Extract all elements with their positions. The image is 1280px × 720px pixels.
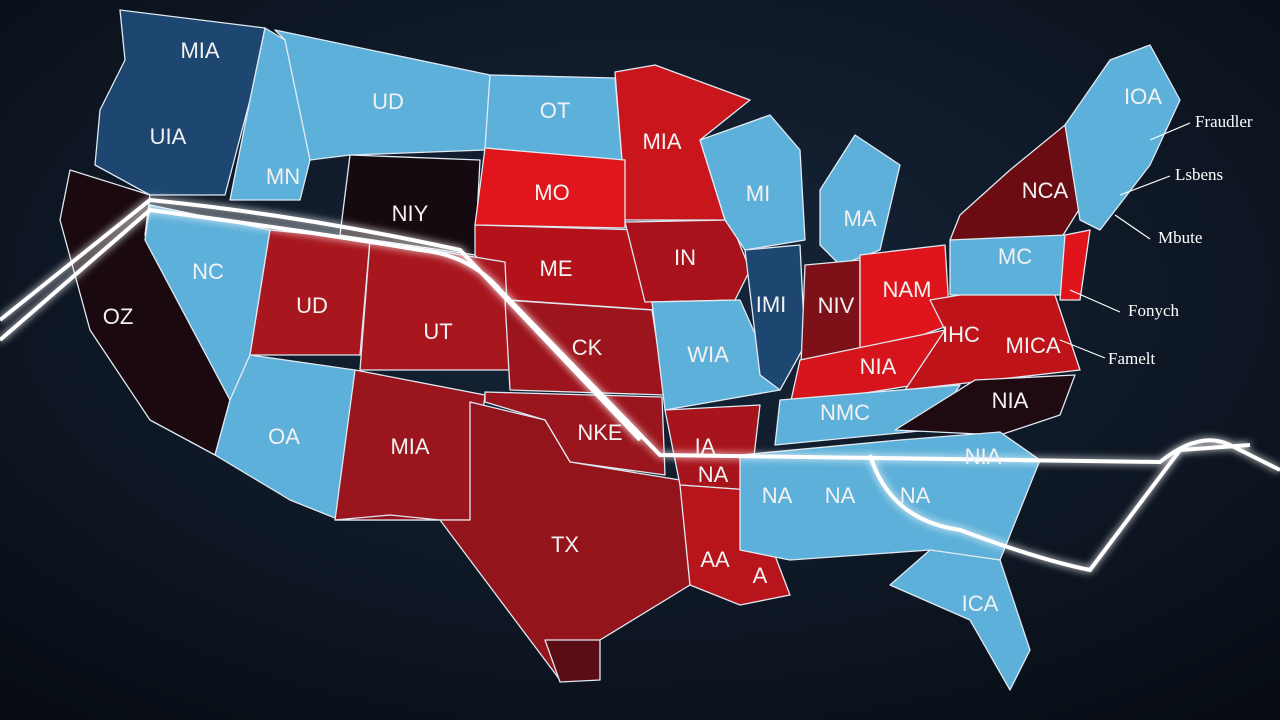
state-label: MA xyxy=(844,206,877,231)
state-label: MIA xyxy=(390,434,429,459)
state-label: OT xyxy=(540,98,571,123)
state-label: NA xyxy=(825,483,856,508)
state-label: OA xyxy=(268,424,300,449)
state-label: ME xyxy=(540,256,573,281)
state-label: IN xyxy=(674,245,696,270)
state-labels: MIA UD OT MIA IOA UIA MN NIY MO MI MA NCA NC ME IN MC OZ… xyxy=(103,38,1163,616)
state-label: MICA xyxy=(1006,333,1061,358)
state-label: IA xyxy=(695,434,716,459)
state-label: NIV xyxy=(818,293,855,318)
state-label: NIA xyxy=(965,444,1002,469)
state-label: UD xyxy=(296,293,328,318)
state-label: NIY xyxy=(392,201,429,226)
state-label: NIA xyxy=(992,388,1029,413)
state-label: NCA xyxy=(1022,178,1069,203)
callout-line xyxy=(1069,289,1121,313)
state-label: CK xyxy=(572,335,603,360)
state xyxy=(744,244,806,391)
state-label: UIA xyxy=(150,124,187,149)
state xyxy=(679,484,791,606)
state-label: NMC xyxy=(820,400,870,425)
state xyxy=(544,639,601,683)
callout-lines xyxy=(1059,122,1191,359)
state-label: NA xyxy=(762,483,793,508)
state xyxy=(359,239,511,371)
state-label: ICA xyxy=(962,591,999,616)
glow-line xyxy=(0,207,1280,472)
state xyxy=(1064,44,1181,231)
glow-line xyxy=(868,443,1251,573)
state-label: MN xyxy=(266,164,300,189)
callout-label: Lsbens xyxy=(1175,165,1223,184)
state xyxy=(819,134,901,266)
state-label: MIA xyxy=(180,38,219,63)
callouts: Fraudler Lsbens Mbute Fonych Famelt xyxy=(1108,112,1253,368)
callout-label: Fraudler xyxy=(1195,112,1253,131)
glow-line xyxy=(0,197,642,442)
state xyxy=(624,219,751,303)
state-label: MIA xyxy=(642,129,681,154)
state-label: OZ xyxy=(103,304,134,329)
callout-line xyxy=(1119,175,1171,196)
state-label: NA xyxy=(698,462,729,487)
state-label: MC xyxy=(998,244,1032,269)
state-label: A xyxy=(753,563,768,588)
callout-line xyxy=(1149,122,1191,141)
state-label: AA xyxy=(700,547,730,572)
glow-lines xyxy=(0,197,1280,573)
state-label: IHC xyxy=(942,322,980,347)
state xyxy=(474,147,626,229)
state-label: NA xyxy=(900,483,931,508)
state-label: MI xyxy=(746,181,770,206)
callout-label: Fonych xyxy=(1128,301,1180,320)
state-label: UT xyxy=(423,319,452,344)
state-label: IOA xyxy=(1124,84,1162,109)
state xyxy=(699,114,806,251)
callout-label: Famelt xyxy=(1108,349,1155,368)
state-label: IMI xyxy=(756,292,787,317)
callout-label: Mbute xyxy=(1158,228,1202,247)
state xyxy=(1059,229,1091,301)
state-label: UD xyxy=(372,89,404,114)
states xyxy=(59,9,1181,691)
state-label: WIA xyxy=(687,342,729,367)
state-label: NAM xyxy=(883,277,932,302)
callout-line xyxy=(1059,339,1106,359)
state-label: TX xyxy=(551,532,579,557)
state-label: MO xyxy=(534,180,569,205)
callout-line xyxy=(1114,214,1151,240)
state-label: NKE xyxy=(577,420,622,445)
state-label: NIA xyxy=(860,354,897,379)
state-label: NC xyxy=(192,259,224,284)
state xyxy=(889,549,1031,691)
